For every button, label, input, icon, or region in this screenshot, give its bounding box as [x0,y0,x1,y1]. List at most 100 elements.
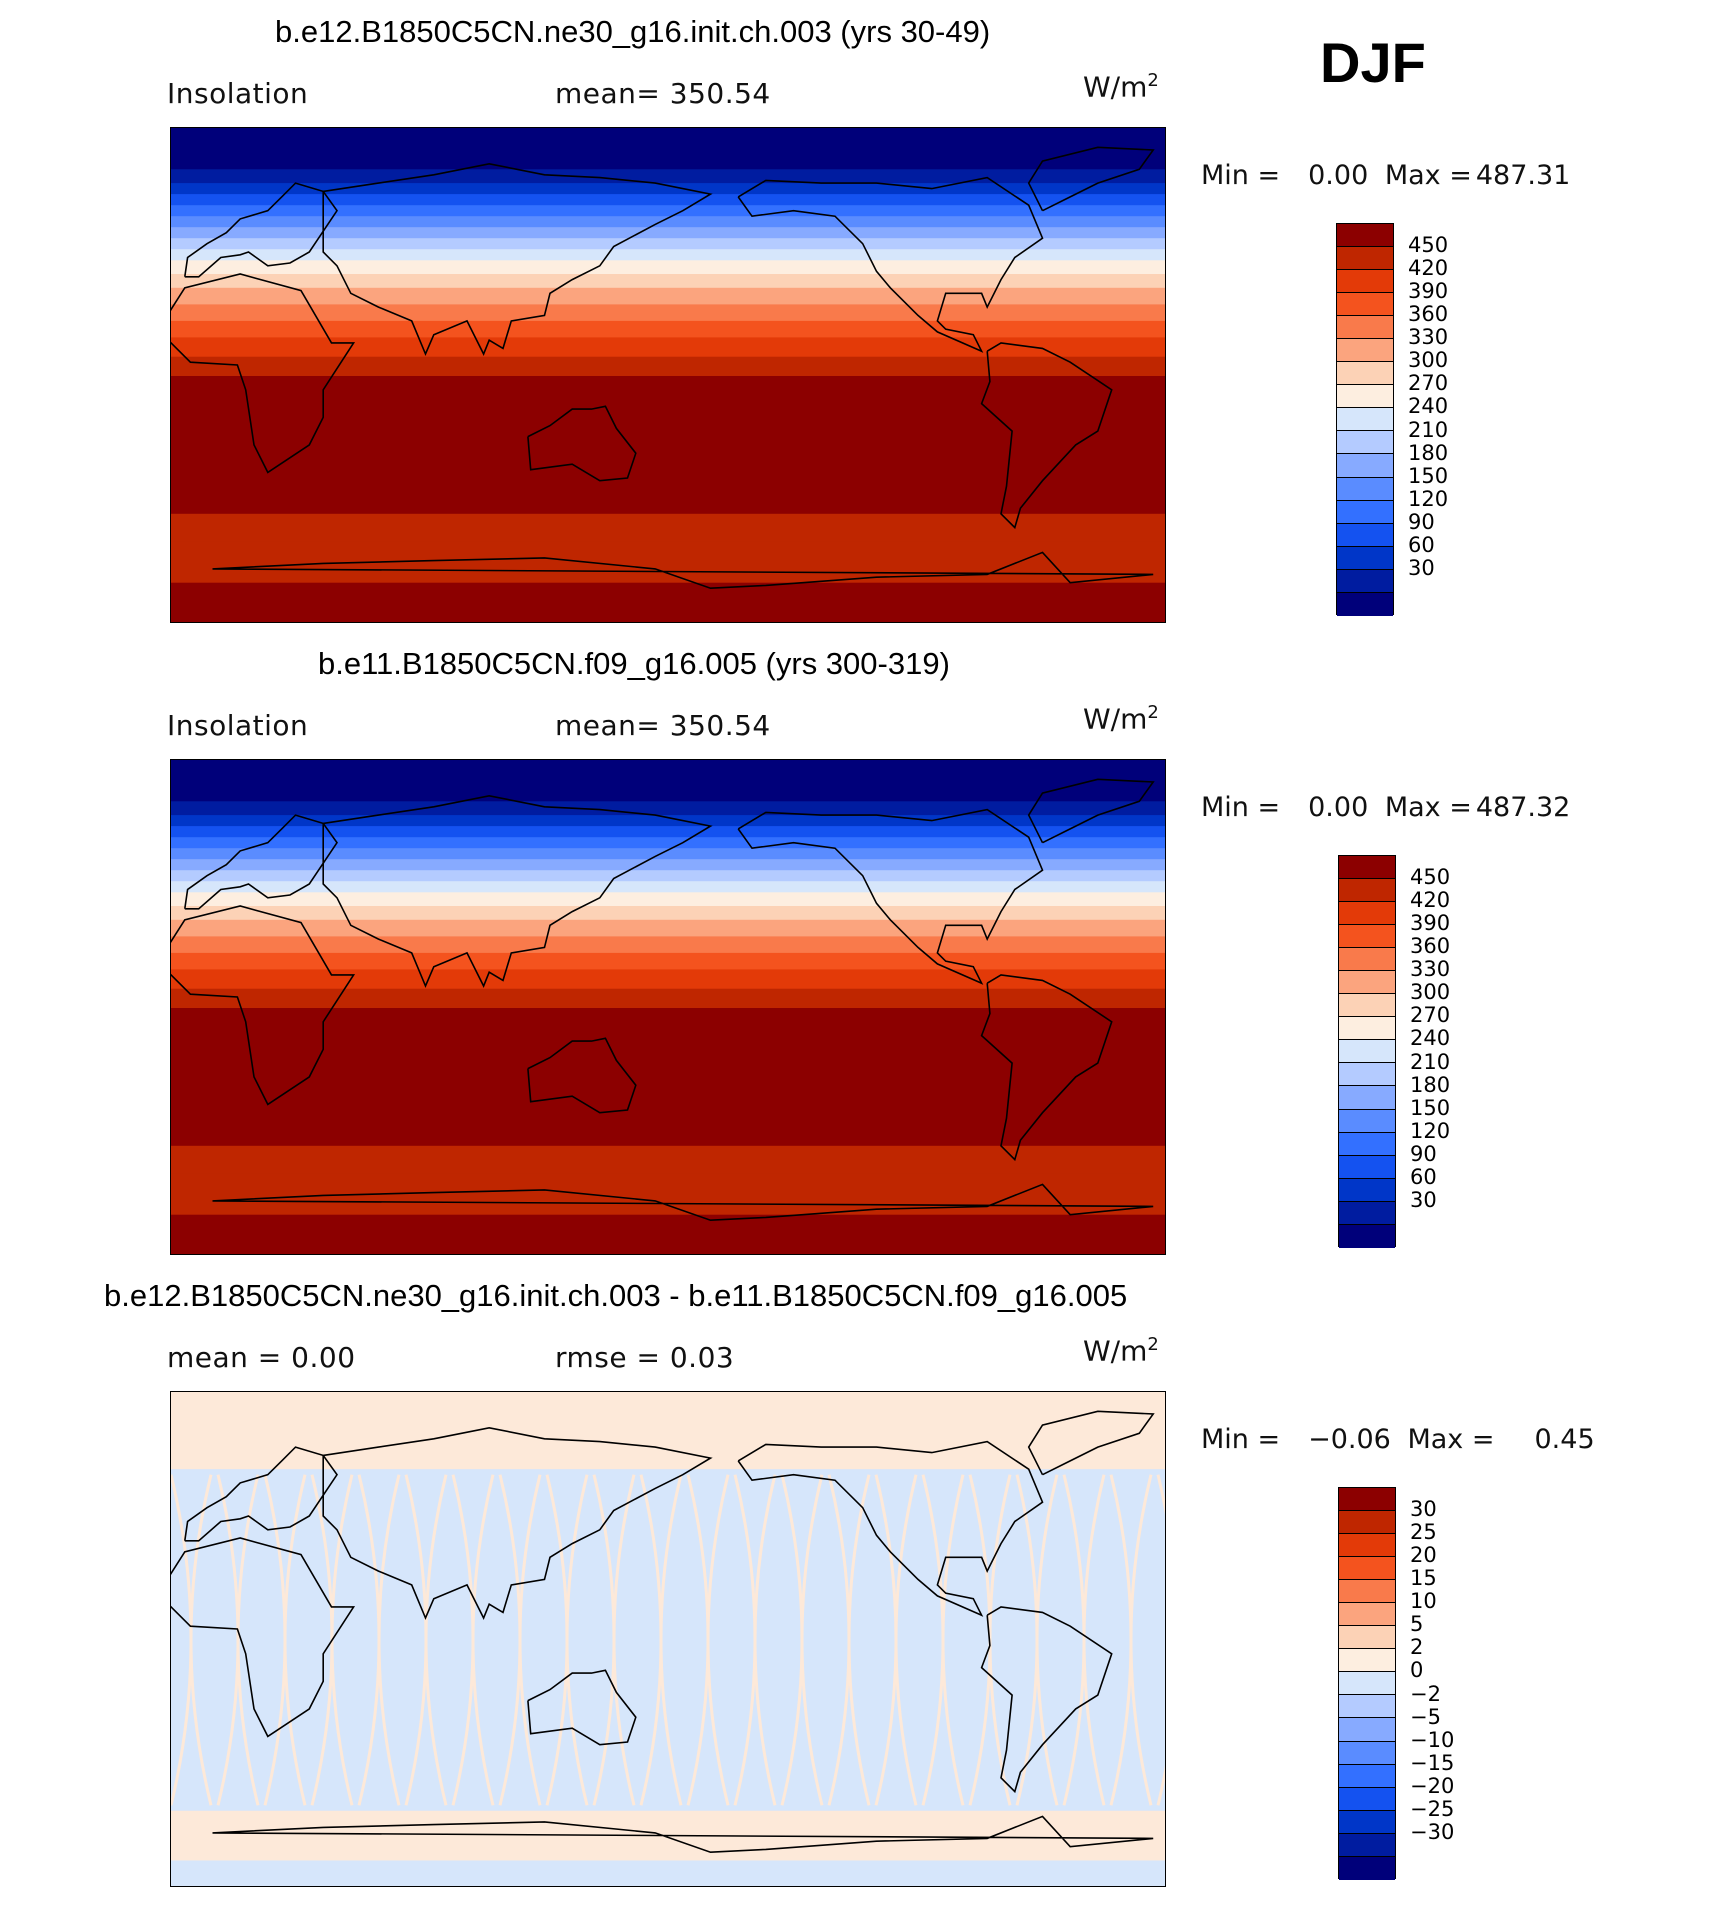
panel3-colorbar [1338,1487,1396,1880]
coastline-3 [527,1037,637,1114]
colorbar-tick-label: 120 [1408,486,1449,511]
panel2-variable-label: Insolation [167,709,309,742]
panel2-map [170,759,1166,1255]
insolation-band-8 [171,881,1165,893]
coastline-1 [184,182,338,278]
colorbar-segment [1339,1488,1395,1512]
colorbar-segment [1339,1086,1395,1110]
colorbar-tick-label: −2 [1410,1681,1441,1706]
colorbar-segment [1337,224,1393,248]
colorbar-segment [1339,879,1395,903]
panel3-max-value: 0.45 [1534,1424,1595,1455]
colorbar-tick-label: 210 [1408,417,1449,442]
coastline-1 [184,1446,338,1542]
insolation-band-11 [171,287,1165,305]
panel1-map [170,127,1166,623]
colorbar-tick-label: 150 [1410,1095,1451,1120]
insolation-band-10 [171,906,1165,921]
panel1-min-value: 0.00 [1308,160,1369,191]
colorbar-segment [1339,1833,1395,1857]
insolation-band-2 [171,183,1165,195]
insolation-band-15 [171,356,1165,377]
colorbar-segment [1339,1201,1395,1225]
colorbar-tick-label: 2 [1410,1635,1424,1660]
colorbar-segment [1339,1787,1395,1811]
colorbar-segment [1339,1741,1395,1765]
insolation-band-13 [171,952,1165,970]
colorbar-segment [1339,994,1395,1018]
colorbar-segment [1339,1856,1395,1880]
colorbar-segment [1337,339,1393,363]
insolation-band-13 [171,320,1165,338]
diff-lattice-line [894,1474,918,1806]
colorbar-tick-label: 25 [1410,1520,1437,1545]
insolation-band-5 [171,848,1165,860]
coastline-5 [980,1606,1113,1794]
insolation-band-18 [171,541,1165,584]
colorbar-tick-label: 60 [1408,532,1435,557]
insolation-band-19 [171,1214,1165,1254]
colorbar-tick-label: 30 [1408,555,1435,580]
coastline-2 [322,1426,713,1621]
colorbar-tick-label: 300 [1410,980,1451,1005]
colorbar-tick-label: 450 [1408,233,1449,258]
insolation-band-3 [171,826,1165,838]
colorbar-tick-label: 90 [1408,509,1435,534]
panel2-minmax: Min = 0.00 Max = 487.32 [1201,792,1571,823]
coastline-7 [212,1183,1154,1222]
colorbar-segment [1337,293,1393,317]
insolation-band-9 [171,892,1165,907]
colorbar-tick-label: 180 [1408,440,1449,465]
insolation-band-2 [171,815,1165,827]
panel3-map [170,1391,1166,1887]
colorbar-tick-label: 390 [1408,279,1449,304]
colorbar-segment [1339,1695,1395,1719]
colorbar-tick-label: 0 [1410,1658,1424,1683]
panel3-minmax: Min = −0.06 Max = 0.45 [1201,1424,1595,1455]
coastline-5 [980,974,1113,1162]
insolation-band-12 [171,304,1165,322]
colorbar-tick-label: 360 [1408,302,1449,327]
panel2-title: b.e11.B1850C5CN.f09_g16.005 (yrs 300-319… [318,646,950,681]
colorbar-segment [1339,1178,1395,1202]
coastline-4 [737,1440,1044,1617]
colorbar-segment [1337,500,1393,524]
panel1-variable-label: Insolation [167,77,309,110]
insolation-band-18 [171,1173,1165,1216]
coastline-4 [737,808,1044,985]
colorbar-tick-label: 330 [1408,325,1449,350]
insolation-band-4 [171,205,1165,217]
panel2-mean-label: mean= 350.54 [555,709,771,742]
diff-lattice-line [471,1474,495,1806]
insolation-band-1 [171,801,1165,816]
panel1-minmax: Min = 0.00 Max = 487.31 [1201,160,1571,191]
panel3-min-value: −0.06 [1308,1424,1391,1455]
colorbar-segment [1339,1534,1395,1558]
insolation-band-10 [171,274,1165,289]
colorbar-tick-label: 30 [1410,1497,1437,1522]
colorbar-segment [1337,592,1393,616]
colorbar-tick-label: 120 [1410,1118,1451,1143]
colorbar-tick-label: 420 [1408,256,1449,281]
diff-lattice-line [283,1474,307,1806]
colorbar-segment [1339,1109,1395,1133]
coastline-0 [171,1537,356,1738]
diff-lattice-line [377,1474,401,1806]
insolation-band-12 [171,936,1165,954]
colorbar-tick-label: 210 [1410,1049,1451,1074]
insolation-band-5 [171,216,1165,228]
colorbar-segment [1337,523,1393,547]
colorbar-tick-label: 330 [1410,957,1451,982]
insolation-band-6 [171,227,1165,239]
colorbar-segment [1339,1017,1395,1041]
panel2-colorbar [1338,855,1396,1248]
colorbar-tick-label: 60 [1410,1164,1437,1189]
diff-lattice-line [189,1474,213,1806]
panel2-map-svg [171,760,1165,1254]
diff-lattice-line [753,1474,777,1806]
insolation-band-1 [171,169,1165,184]
panel3-rmse-label: rmse = 0.03 [555,1341,735,1374]
colorbar-tick-label: −20 [1410,1773,1455,1798]
colorbar-tick-label: −30 [1410,1819,1455,1844]
colorbar-segment [1339,1511,1395,1535]
